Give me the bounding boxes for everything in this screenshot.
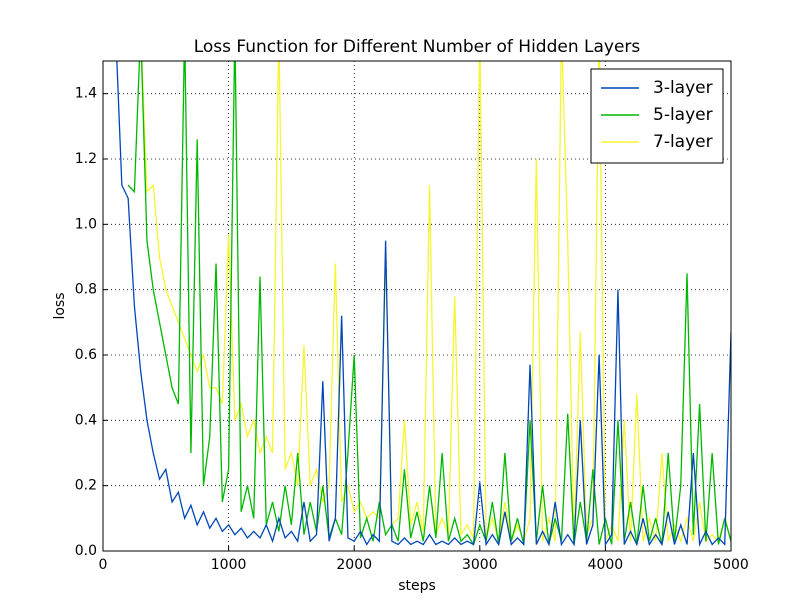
chart-title: Loss Function for Different Number of Hi… <box>194 37 641 57</box>
x-tick-label: 0 <box>99 557 108 573</box>
y-tick-label: 1.0 <box>75 216 97 232</box>
x-axis-label: steps <box>398 578 436 594</box>
series-line <box>127 61 731 546</box>
legend-label: 5-layer <box>653 105 713 125</box>
x-tick-label: 3000 <box>462 557 498 573</box>
plot-lines <box>116 61 731 547</box>
y-tick-label: 1.2 <box>75 151 97 167</box>
legend: 3-layer 5-layer 7-layer <box>590 68 724 164</box>
y-tick-label: 0.4 <box>75 412 97 428</box>
y-tick-label: 0.0 <box>75 543 97 559</box>
legend-box <box>590 68 724 164</box>
y-tick-label: 1.4 <box>75 86 97 102</box>
x-tick-label: 4000 <box>588 557 624 573</box>
series-line <box>116 61 731 547</box>
y-tick-label: 0.2 <box>75 478 97 494</box>
y-tick-label: 0.8 <box>75 282 97 298</box>
y-axis-label: loss <box>52 292 68 319</box>
axes: 0 1000 2000 3000 4000 5000 0.0 0.2 0.4 0.6 0.8 1.0 1… <box>75 86 749 573</box>
x-tick-label: 2000 <box>336 557 372 573</box>
plot-frame <box>102 60 732 552</box>
legend-label: 7-layer <box>653 132 713 152</box>
x-tick-label: 1000 <box>211 557 247 573</box>
legend-label: 3-layer <box>653 78 713 98</box>
x-tick-label: 5000 <box>713 557 749 573</box>
y-tick-label: 0.6 <box>75 347 97 363</box>
